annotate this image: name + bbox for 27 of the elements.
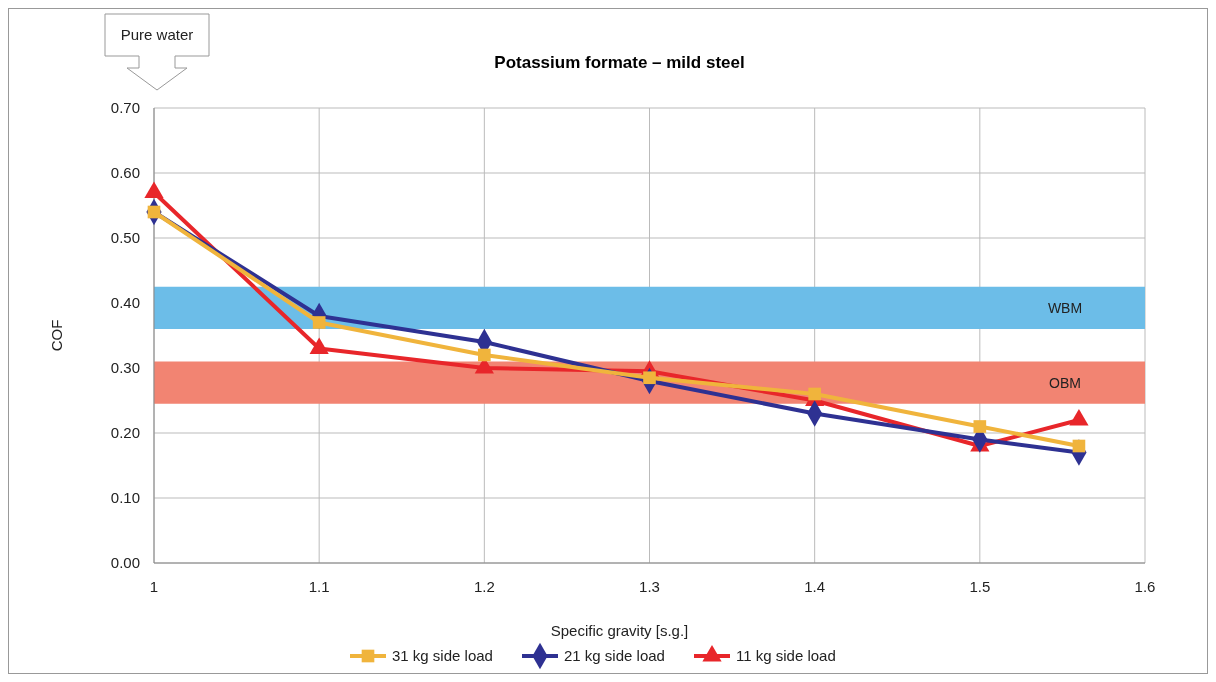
x-tick-label: 1 [149,578,159,595]
y-tick-label: 0.00 [110,554,140,571]
legend-label: 21 kg side load [564,647,665,664]
y-tick-label: 0.70 [110,99,140,116]
y-tick-label: 0.50 [110,229,140,246]
y-tick-label: 0.60 [110,164,140,181]
legend-label: 11 kg side load [736,647,836,664]
y-tick-label: 0.30 [110,359,140,376]
y-tick-label: 0.10 [110,489,140,506]
point [808,387,821,401]
x-axis-title: Specific gravity [s.g.] [550,622,689,639]
x-tick-label: 1.6 [1134,578,1156,595]
point [478,348,491,362]
x-tick-label: 1.1 [308,578,330,595]
y-axis-title: COF [48,319,65,352]
x-tick-label: 1.4 [804,578,826,595]
band-label: WBM [1047,299,1083,316]
y-tick-label: 0.40 [110,294,140,311]
x-tick-label: 1.3 [639,578,660,595]
band-label: OBM [1049,374,1081,391]
legend-label: 31 kg side load [392,647,493,664]
x-tick-label: 1.5 [969,578,991,595]
text: Pure water [120,26,194,43]
x-tick-label: 1.2 [473,578,495,595]
y-tick-label: 0.20 [110,424,140,441]
point [973,420,987,433]
chart-title: Potassium formate – mild steel [494,53,745,72]
